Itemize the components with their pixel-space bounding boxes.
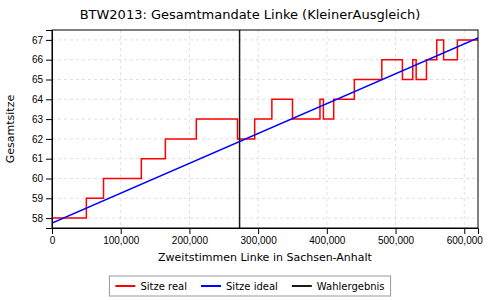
y-tick-mark	[46, 139, 52, 140]
x-tick: 500,000	[378, 228, 415, 246]
y-tick-mark	[46, 159, 52, 160]
grid-line-y	[52, 198, 478, 199]
y-tick-mark	[46, 179, 52, 180]
legend-item: Sitze ideal	[201, 281, 278, 292]
y-tick-label: 58	[32, 213, 44, 224]
line	[52, 40, 478, 218]
legend-label: Sitze ideal	[226, 281, 278, 292]
legend-item: Wahlergebnis	[292, 281, 385, 292]
x-axis: 0 100,000 200,000 300,000 400,000 500,000 600,…	[50, 228, 484, 246]
legend-label: Wahlergebnis	[317, 281, 385, 292]
x-tick-mark	[189, 228, 190, 234]
legend-label: Sitze real	[140, 281, 187, 292]
y-tick-label: 63	[32, 114, 44, 125]
x-tick-mark	[396, 228, 397, 234]
x-tick-mark	[464, 228, 465, 234]
plot-frame	[52, 30, 478, 228]
grid-line-y	[52, 218, 478, 219]
y-tick-label: 67	[32, 35, 44, 46]
y-tick-label: 65	[32, 74, 44, 85]
y-tick: 67	[32, 35, 52, 46]
legend-box	[109, 276, 390, 296]
marks	[52, 30, 478, 228]
x-tick-label: 0	[50, 235, 56, 246]
y-tick: 61	[32, 153, 52, 164]
y-tick-label: 60	[32, 173, 44, 184]
y-tick: 60	[32, 173, 52, 184]
y-tick-mark	[46, 40, 52, 41]
y-tick-label: 62	[32, 134, 44, 145]
x-tick: 400,000	[309, 228, 346, 246]
grid-line-x	[189, 30, 190, 228]
y-tick: 64	[32, 94, 52, 105]
x-tick-label: 400,000	[309, 235, 346, 246]
x-tick-mark	[258, 228, 259, 234]
y-tick-label: 61	[32, 153, 44, 164]
y-axis: 58 59 60 61 62 63 64 65 66 67	[32, 31, 53, 229]
legend-swatch	[201, 285, 221, 287]
y-tick: 63	[32, 114, 52, 125]
y-tick-mark	[46, 198, 52, 199]
y-tick: 58	[32, 213, 52, 224]
x-tick: 100,000	[103, 228, 140, 246]
y-tick-mark	[46, 60, 52, 61]
x-tick-label: 100,000	[103, 235, 140, 246]
y-tick-mark	[46, 119, 52, 120]
y-tick: 59	[32, 193, 52, 204]
y-tick-mark	[46, 80, 52, 81]
grid-line-y	[52, 158, 478, 159]
x-tick: 600,000	[447, 228, 484, 246]
grid-line-y	[52, 99, 478, 100]
x-tick-mark	[121, 228, 122, 234]
x-tick: 200,000	[172, 228, 209, 246]
plot: 0 100,000 200,000 300,000 400,000 500,000 600,…	[32, 30, 483, 246]
x-tick-label: 600,000	[447, 235, 484, 246]
legend-items: Sitze real Sitze ideal Wahlergebnis	[115, 281, 384, 292]
legend: Sitze real Sitze ideal Wahlergebnis	[109, 276, 390, 296]
y-tick-label: 64	[32, 94, 44, 105]
y-tick: 66	[32, 54, 52, 65]
x-tick-mark	[327, 228, 328, 234]
x-axis-label: Zweitstimmen Linke in Sachsen-Anhalt	[158, 251, 373, 264]
y-axis-label: Gesamtsitze	[4, 95, 17, 164]
x-tick: 300,000	[241, 228, 278, 246]
grid-line-y	[52, 79, 478, 80]
y-tick: 62	[32, 134, 52, 145]
y-tick-mark	[46, 99, 52, 100]
y-tick-label: 59	[32, 193, 44, 204]
y-tick-mark	[46, 218, 52, 219]
y-tick-label: 66	[32, 54, 44, 65]
line	[52, 38, 478, 223]
grid-line-x	[326, 30, 327, 228]
x-tick-label: 500,000	[378, 235, 415, 246]
y-tick: 65	[32, 74, 52, 85]
x-tick-label: 300,000	[241, 235, 278, 246]
x-tick-label: 200,000	[172, 235, 209, 246]
grid-line-x	[464, 30, 465, 228]
title: BTW2013: Gesamtmandate Linke (KleinerAus…	[80, 7, 421, 22]
chart: 0 100,000 200,000 300,000 400,000 500,000 600,…	[0, 0, 500, 300]
grid-line-y	[52, 138, 478, 139]
legend-swatch	[115, 285, 135, 287]
vertical-line	[239, 30, 241, 228]
y-axis-line	[46, 31, 53, 229]
legend-item: Sitze real	[115, 281, 187, 292]
x-axis-line	[53, 229, 479, 235]
x-tick: 0	[50, 228, 56, 246]
legend-swatch	[292, 285, 312, 287]
grid-line-y	[52, 39, 478, 40]
grid	[52, 30, 478, 228]
